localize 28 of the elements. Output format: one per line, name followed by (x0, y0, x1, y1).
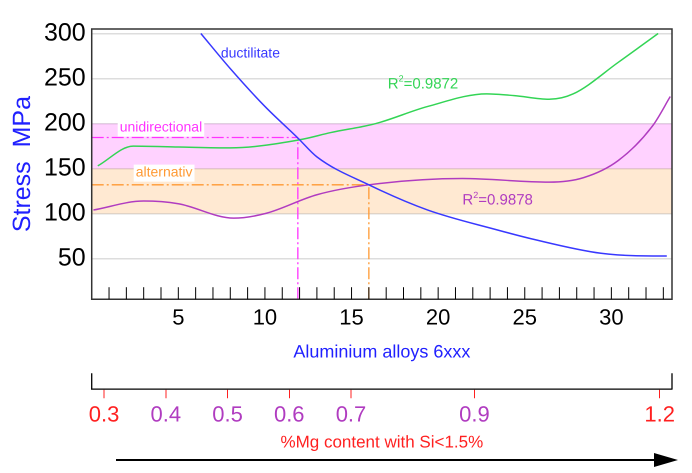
x2-tick-label: 1.2 (644, 401, 675, 426)
line-series (200, 32, 668, 257)
x-tick-label: 10 (252, 304, 278, 330)
x2-tick-label: 0.7 (336, 401, 366, 426)
y-tick-label: 300 (44, 18, 86, 46)
x2-tick-label: 0.6 (274, 401, 305, 426)
y-axis-title: Stress MPa (8, 96, 36, 232)
band-label: alternativ (136, 163, 193, 180)
y-tick-label: 100 (44, 198, 86, 227)
y-tick-label: 150 (44, 153, 86, 182)
y-tick-label: 50 (58, 244, 86, 272)
x2-axis-title: %Mg content with Si<1.5% (280, 432, 484, 452)
x-tick-label: 5 (172, 304, 184, 330)
x2-tick-label: 0.3 (88, 401, 120, 426)
y-tick-label: 200 (44, 108, 86, 136)
x2-tick-label: 0.4 (150, 401, 182, 426)
series-label: ductilitate (220, 44, 280, 61)
x2-tick-label: 0.5 (212, 401, 243, 426)
band-label: unidirectional (120, 118, 202, 134)
x-tick-label: 30 (599, 304, 624, 330)
x-tick-label: 20 (426, 304, 450, 330)
x-tick-label: 25 (512, 304, 538, 330)
line-series (92, 96, 672, 219)
x-tick-label: 15 (339, 304, 364, 330)
x2-tick-label: 0.9 (459, 401, 490, 426)
line-series (97, 32, 659, 167)
y-tick-label: 250 (44, 63, 86, 92)
x-axis-title: Aluminium alloys 6xxx (293, 341, 470, 362)
